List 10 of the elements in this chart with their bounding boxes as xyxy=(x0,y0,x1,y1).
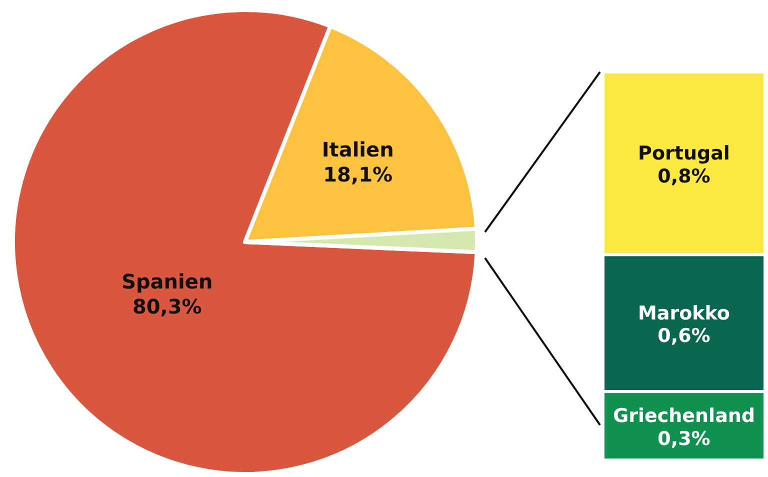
data-label: 0,8% xyxy=(658,165,710,188)
data-label: 80,3% xyxy=(132,294,202,318)
slice-label: Spanien xyxy=(122,269,213,294)
slice-label: Italien xyxy=(322,137,394,162)
series-label: Marokko xyxy=(638,302,730,324)
series-label: Griechenland xyxy=(612,404,756,427)
series-label: Portugal xyxy=(638,142,730,164)
data-label: 18,1% xyxy=(323,162,393,186)
data-label: 0,6% xyxy=(658,325,710,348)
data-label: 0,3% xyxy=(658,428,710,450)
